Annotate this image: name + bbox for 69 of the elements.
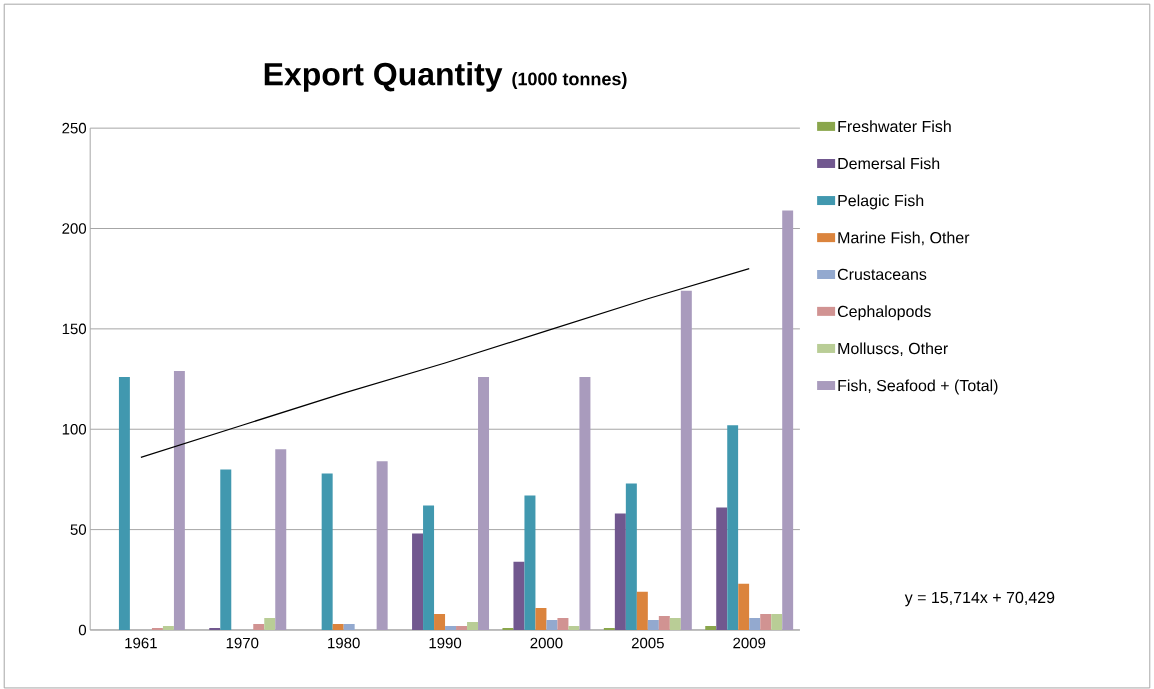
bar bbox=[513, 561, 525, 630]
bar bbox=[625, 483, 637, 630]
legend-label: Cephalopods bbox=[837, 305, 931, 321]
x-tick-label: 1970 bbox=[226, 637, 259, 649]
legend-label: Marine Fish, Other bbox=[838, 231, 970, 246]
x-tick-label: 2000 bbox=[530, 637, 563, 649]
y-tick-label: 100 bbox=[62, 423, 87, 435]
bar bbox=[220, 469, 232, 630]
bar bbox=[209, 627, 221, 630]
bar bbox=[445, 625, 457, 630]
bar bbox=[376, 461, 388, 630]
bar bbox=[253, 623, 265, 630]
line-series bbox=[140, 267, 750, 458]
text: y = 15,714x + 70,429 bbox=[904, 591, 1055, 607]
y-tick-label: 200 bbox=[62, 223, 87, 234]
x-tick-label: 2005 bbox=[631, 637, 664, 649]
bar bbox=[412, 533, 424, 630]
y-tick-label: 150 bbox=[62, 323, 87, 335]
bar bbox=[546, 619, 558, 630]
bar bbox=[478, 376, 490, 630]
legend-label: Demersal Fish bbox=[838, 157, 940, 170]
legend-label: Freshwater Fish bbox=[838, 120, 951, 133]
bar bbox=[423, 505, 435, 630]
bar bbox=[151, 627, 163, 630]
bar bbox=[771, 613, 783, 630]
bar bbox=[782, 210, 794, 630]
bar bbox=[535, 607, 547, 630]
legend-label: Pelagic Fish bbox=[838, 194, 924, 210]
bar bbox=[456, 625, 468, 630]
bar bbox=[738, 583, 750, 630]
x-tick-label: 1980 bbox=[328, 637, 360, 649]
bar bbox=[524, 495, 536, 630]
bar bbox=[162, 625, 174, 630]
y-tick-label: 50 bbox=[70, 524, 87, 535]
bar bbox=[727, 425, 739, 630]
bar bbox=[467, 621, 479, 630]
y-tick-label: 250 bbox=[62, 122, 87, 134]
legend-label: Fish, Seafood + (Total) bbox=[838, 379, 998, 395]
bar bbox=[749, 617, 761, 630]
bar bbox=[568, 625, 580, 630]
bar bbox=[343, 623, 355, 630]
bar bbox=[760, 613, 772, 630]
bar bbox=[658, 615, 670, 630]
bar bbox=[647, 619, 659, 630]
bar bbox=[680, 290, 692, 630]
bar bbox=[636, 591, 648, 630]
bar bbox=[332, 623, 344, 630]
bar bbox=[557, 617, 569, 630]
bar bbox=[502, 627, 514, 630]
bar bbox=[264, 617, 276, 630]
x-tick-label: 1990 bbox=[429, 637, 462, 649]
bar bbox=[173, 370, 185, 630]
bar bbox=[579, 376, 591, 630]
bar bbox=[716, 507, 728, 630]
bar bbox=[118, 376, 130, 630]
bar bbox=[705, 625, 717, 630]
chart-subtitle: (1000 tonnes) bbox=[512, 72, 627, 89]
legend-label: Molluscs, Other bbox=[838, 342, 948, 356]
bar bbox=[275, 449, 287, 630]
bar bbox=[669, 617, 681, 630]
x-tick-label: 2009 bbox=[733, 637, 766, 649]
bar bbox=[321, 473, 333, 630]
bar bbox=[614, 513, 626, 630]
bar bbox=[434, 613, 446, 630]
bar bbox=[603, 627, 615, 630]
chart-title: Export Quantity bbox=[264, 61, 503, 92]
legend-label: Crustaceans bbox=[837, 268, 927, 280]
x-tick-label: 1961 bbox=[125, 637, 157, 649]
y-tick-label: 0 bbox=[78, 624, 87, 636]
